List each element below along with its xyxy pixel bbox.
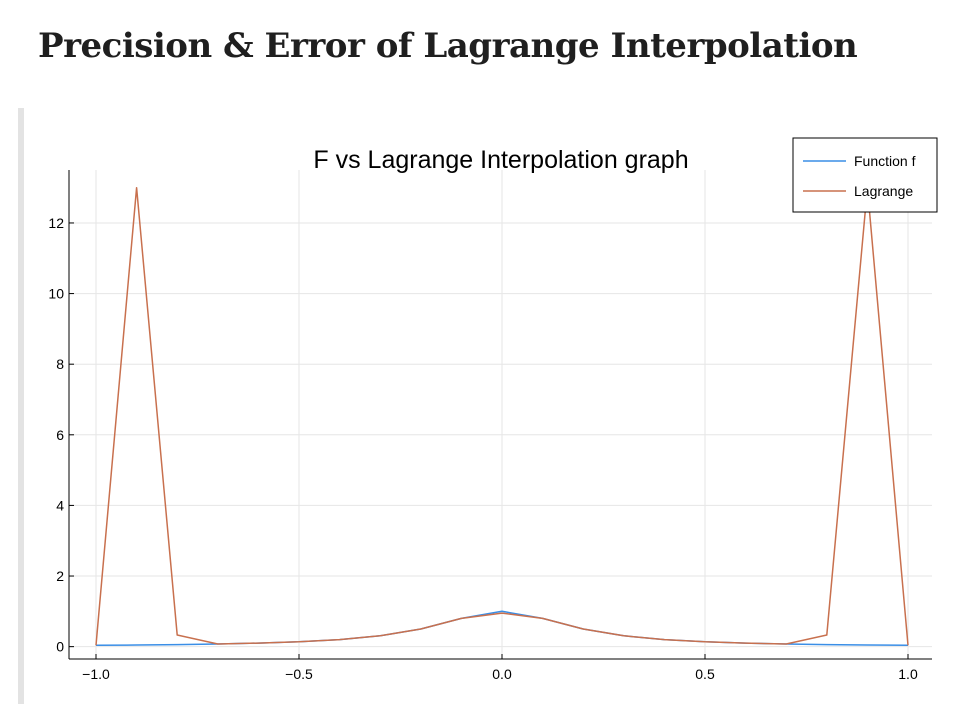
grid-layer	[69, 170, 932, 659]
y-tick-label: 12	[48, 215, 64, 231]
y-tick-label: 0	[56, 639, 64, 655]
y-tick-label: 4	[56, 497, 64, 513]
series-line-lagrange	[95, 186, 909, 646]
legend-label-lagrange: Lagrange	[854, 183, 913, 199]
legend: Function f Lagrange	[792, 137, 938, 213]
axes-layer	[68, 170, 932, 660]
y-tick-label: 8	[56, 356, 64, 372]
chart-title: F vs Lagrange Interpolation graph	[313, 146, 688, 174]
x-tick-label: −1.0	[82, 666, 110, 682]
left-rule	[18, 108, 24, 704]
x-tick-label: 0.5	[695, 666, 715, 682]
legend-label-function-f: Function f	[854, 153, 916, 169]
page-title: Precision & Error of Lagrange Interpolat…	[38, 26, 858, 66]
x-tick-label: 0.0	[492, 666, 512, 682]
y-tick-label: 10	[48, 286, 64, 302]
x-tick-label: 1.0	[898, 666, 918, 682]
ticks-layer: −1.0 −0.5 0.0 0.5 1.0 0 2 4 6 8 10 12	[48, 215, 918, 682]
legend-box	[792, 137, 938, 213]
series-layer	[95, 186, 909, 647]
x-tick-label: −0.5	[285, 666, 313, 682]
y-tick-label: 6	[56, 427, 64, 443]
y-tick-label: 2	[56, 568, 64, 584]
